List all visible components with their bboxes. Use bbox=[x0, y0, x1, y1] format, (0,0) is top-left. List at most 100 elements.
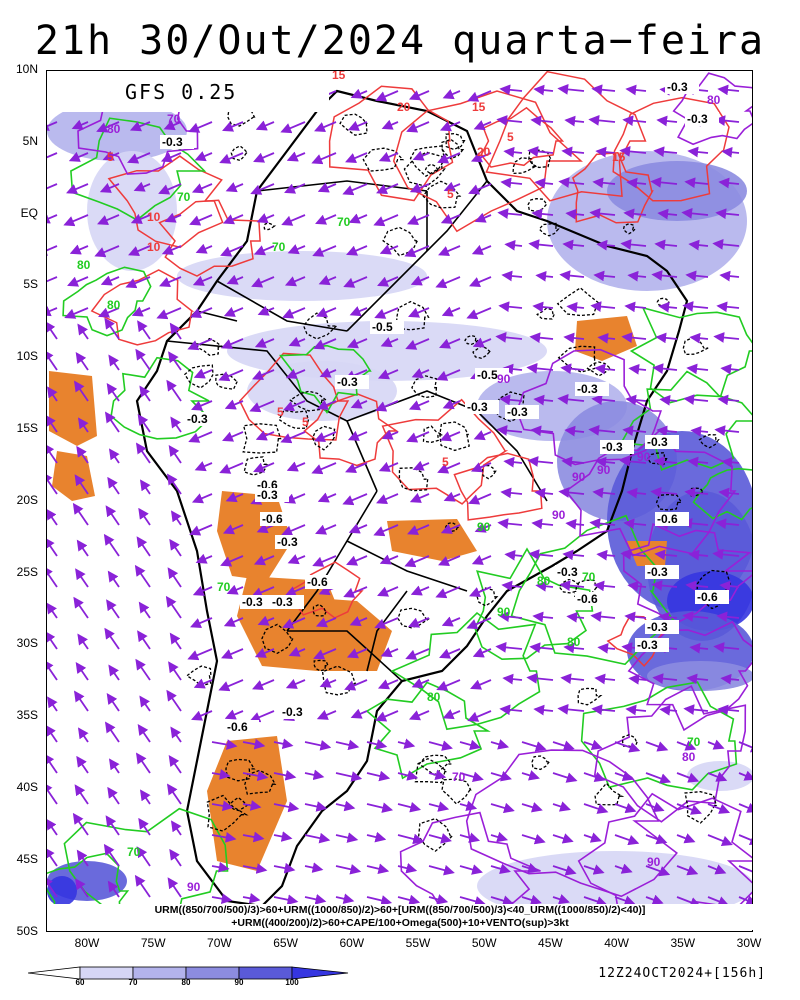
wind-arrow bbox=[314, 121, 337, 133]
wind-arrow bbox=[592, 487, 616, 499]
wind-arrow bbox=[718, 177, 740, 189]
wind-arrow bbox=[137, 724, 151, 743]
wind-arrow bbox=[346, 555, 368, 566]
wind-arrow bbox=[242, 738, 266, 750]
wind-arrow bbox=[285, 368, 306, 379]
omega-label: -0.3 bbox=[647, 620, 668, 634]
wind-arrow bbox=[348, 523, 368, 534]
wind-arrow bbox=[104, 411, 120, 433]
wind-arrow bbox=[194, 151, 213, 162]
omega-label: -0.3 bbox=[602, 440, 623, 454]
wind-arrow bbox=[76, 445, 89, 464]
wind-arrow bbox=[188, 431, 213, 443]
wind-arrow bbox=[707, 864, 727, 875]
wind-arrow bbox=[249, 400, 275, 413]
wind-arrow bbox=[288, 336, 306, 347]
wind-arrow bbox=[625, 704, 647, 716]
wind-arrow bbox=[645, 772, 672, 784]
wind-arrow bbox=[645, 741, 669, 752]
wind-arrow bbox=[721, 146, 740, 158]
wind-arrow bbox=[252, 369, 275, 381]
wind-arrow bbox=[533, 84, 554, 96]
wind-arrow bbox=[500, 487, 523, 499]
green-label: 70 bbox=[687, 735, 701, 749]
lon-label: 80W bbox=[74, 936, 100, 950]
wind-arrow bbox=[75, 662, 89, 681]
wind-arrow bbox=[676, 833, 696, 844]
wind-arrow bbox=[75, 352, 89, 371]
wind-arrow bbox=[521, 862, 540, 874]
wind-arrow bbox=[284, 276, 306, 287]
wind-arrow bbox=[614, 770, 634, 782]
wind-arrow bbox=[594, 673, 616, 685]
wind-arrow bbox=[73, 596, 89, 619]
wind-arrow bbox=[676, 740, 697, 751]
wind-arrow bbox=[526, 673, 554, 684]
wind-arrow bbox=[47, 183, 58, 190]
wind-arrow bbox=[255, 120, 275, 131]
wind-arrow bbox=[304, 740, 332, 751]
wind-arrow bbox=[138, 817, 151, 836]
wind-arrow bbox=[738, 802, 752, 813]
lon-label: 55W bbox=[405, 936, 431, 950]
wind-arrow bbox=[685, 580, 709, 592]
wind-arrow bbox=[738, 770, 752, 781]
wind-arrow bbox=[397, 770, 419, 781]
wind-arrow bbox=[315, 214, 337, 225]
wind-arrow bbox=[655, 332, 678, 344]
wind-arrow bbox=[374, 307, 399, 319]
wind-arrow bbox=[134, 564, 151, 588]
wind-arrow bbox=[47, 508, 58, 526]
wind-arrow bbox=[348, 213, 368, 224]
wind-arrow bbox=[220, 555, 244, 567]
lat-label: 10S bbox=[16, 349, 38, 364]
wind-arrow bbox=[435, 586, 461, 599]
wind-arrow bbox=[590, 611, 616, 622]
wind-arrow bbox=[137, 630, 151, 650]
wind-arrow bbox=[190, 617, 213, 629]
wind-arrow bbox=[72, 502, 89, 526]
wind-arrow bbox=[490, 831, 509, 843]
wind-arrow bbox=[288, 646, 306, 657]
wind-arrow bbox=[381, 429, 399, 440]
wind-arrow bbox=[192, 585, 213, 596]
wind-arrow bbox=[437, 152, 461, 164]
wind-arrow bbox=[533, 394, 554, 406]
wind-arrow bbox=[583, 803, 609, 814]
wind-arrow bbox=[187, 338, 213, 351]
wind-arrow bbox=[211, 769, 231, 780]
wind-arrow bbox=[707, 771, 728, 782]
wind-arrow bbox=[654, 239, 678, 251]
wind-arrow bbox=[472, 647, 492, 658]
wind-arrow bbox=[169, 322, 182, 340]
wind-arrow bbox=[69, 244, 89, 255]
wind-arrow bbox=[721, 456, 740, 468]
wind-arrow bbox=[74, 474, 89, 495]
wind-arrow bbox=[707, 803, 731, 814]
legend-line-2: +URM((400/200)/2)>60+CAPE/100+Omega(500)… bbox=[231, 917, 569, 929]
wind-arrow bbox=[591, 394, 616, 406]
wind-arrow bbox=[374, 617, 399, 629]
wind-arrow bbox=[626, 487, 647, 499]
wind-arrow bbox=[167, 877, 182, 898]
wind-arrow bbox=[253, 152, 275, 163]
wind-arrow bbox=[583, 896, 608, 907]
wind-arrow bbox=[47, 120, 58, 131]
wind-arrow bbox=[565, 518, 585, 530]
wind-arrow bbox=[471, 554, 492, 565]
wind-arrow bbox=[436, 369, 461, 381]
wind-arrow bbox=[470, 152, 492, 163]
wind-arrow bbox=[107, 786, 120, 805]
wind-arrow bbox=[651, 270, 678, 281]
wind-arrow bbox=[496, 425, 523, 436]
wind-arrow bbox=[552, 865, 577, 876]
wind-arrow bbox=[562, 549, 585, 561]
green-label: 70 bbox=[127, 845, 141, 859]
wind-arrow bbox=[583, 739, 603, 751]
wind-arrow bbox=[521, 894, 542, 906]
wind-arrow bbox=[190, 307, 213, 319]
wind-arrow bbox=[499, 84, 523, 96]
wind-arrow bbox=[683, 394, 709, 405]
wind-arrow bbox=[222, 121, 244, 132]
wind-arrow bbox=[521, 833, 546, 845]
